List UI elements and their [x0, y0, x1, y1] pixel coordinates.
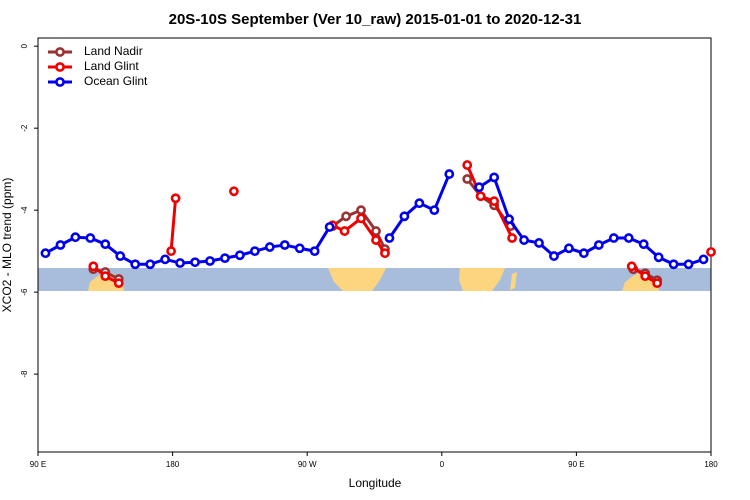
data-point — [356, 205, 366, 216]
data-point — [341, 211, 351, 222]
data-point — [190, 257, 200, 268]
y-tick-label: 0 — [20, 43, 29, 48]
x-tick-label: 90 W — [298, 460, 317, 469]
data-point — [640, 271, 651, 282]
data-point — [115, 251, 126, 261]
data-point — [384, 233, 395, 243]
data-point — [85, 233, 96, 243]
data-point — [371, 235, 381, 245]
data-point — [55, 240, 66, 250]
data-point — [380, 248, 390, 259]
data-point — [504, 214, 514, 225]
data-point — [40, 248, 51, 259]
data-point — [549, 251, 559, 261]
y-tick-label: -4 — [20, 206, 29, 214]
data-point — [653, 252, 664, 263]
data-point — [593, 240, 604, 250]
y-tick-label: -2 — [20, 124, 29, 132]
series-line — [93, 165, 711, 283]
data-point — [371, 226, 381, 236]
data-point — [444, 169, 455, 179]
data-point — [399, 211, 410, 222]
series-line — [44, 173, 704, 266]
x-tick-label: 180 — [166, 460, 180, 469]
y-tick-label: -8 — [20, 370, 29, 378]
data-point — [638, 239, 649, 250]
data-point — [324, 222, 335, 232]
x-tick-label: 90 E — [30, 460, 46, 469]
x-tick-label: 0 — [440, 460, 445, 469]
data-point — [88, 261, 99, 272]
map-band — [38, 268, 711, 291]
y-tick-label: -6 — [20, 288, 29, 296]
data-point — [668, 259, 679, 270]
data-point — [309, 246, 320, 257]
data-point — [623, 233, 634, 243]
data-point — [564, 243, 574, 254]
data-point — [160, 254, 171, 265]
data-point — [626, 261, 637, 272]
data-point — [429, 205, 440, 216]
x-axis-label: Longitude — [349, 476, 402, 490]
data-point — [279, 240, 290, 250]
land-patch — [328, 268, 386, 291]
data-point — [698, 254, 709, 265]
data-point — [462, 160, 473, 170]
data-point — [130, 259, 141, 270]
data-point — [249, 246, 260, 257]
legend-label: Land Glint — [84, 59, 139, 73]
chart-title: 20S-10S September (Ver 10_raw) 2015-01-0… — [169, 11, 582, 28]
legend-marker — [55, 47, 65, 57]
plot-frame — [37, 37, 712, 453]
x-tick-label: 180 — [704, 460, 718, 469]
data-point — [234, 250, 245, 261]
data-point — [414, 198, 425, 209]
data-point — [608, 233, 619, 243]
data-point — [489, 196, 500, 207]
data-point — [489, 172, 500, 183]
data-point — [519, 235, 529, 245]
legend-label: Land Nadir — [84, 44, 143, 58]
data-point — [170, 193, 181, 204]
data-point — [220, 253, 230, 264]
data-point — [462, 174, 473, 184]
legend-marker — [55, 77, 65, 87]
data-point — [70, 232, 81, 243]
data-point — [683, 259, 694, 270]
data-point — [100, 271, 111, 282]
data-point — [578, 248, 589, 259]
data-point — [145, 259, 156, 270]
data-point — [264, 242, 275, 252]
land-patch — [459, 268, 505, 291]
data-point — [475, 191, 486, 202]
legend-label: Ocean Glint — [84, 74, 148, 88]
data-point — [229, 186, 239, 197]
data-point — [534, 238, 544, 248]
data-point — [205, 256, 215, 266]
data-point — [474, 182, 485, 193]
data-point — [166, 246, 177, 257]
data-point — [294, 243, 305, 254]
data-point — [175, 258, 185, 268]
legend-marker — [55, 62, 65, 72]
data-point — [706, 247, 716, 257]
data-point — [113, 278, 124, 289]
x-tick-label: 90 E — [568, 460, 584, 469]
data-point — [356, 213, 366, 224]
data-point — [100, 239, 111, 250]
land-patch — [510, 272, 517, 290]
y-axis-label: XCO2 - MLO trend (ppm) — [0, 178, 14, 313]
data-point — [652, 278, 663, 289]
data-point — [339, 226, 350, 236]
data-point — [507, 233, 517, 243]
